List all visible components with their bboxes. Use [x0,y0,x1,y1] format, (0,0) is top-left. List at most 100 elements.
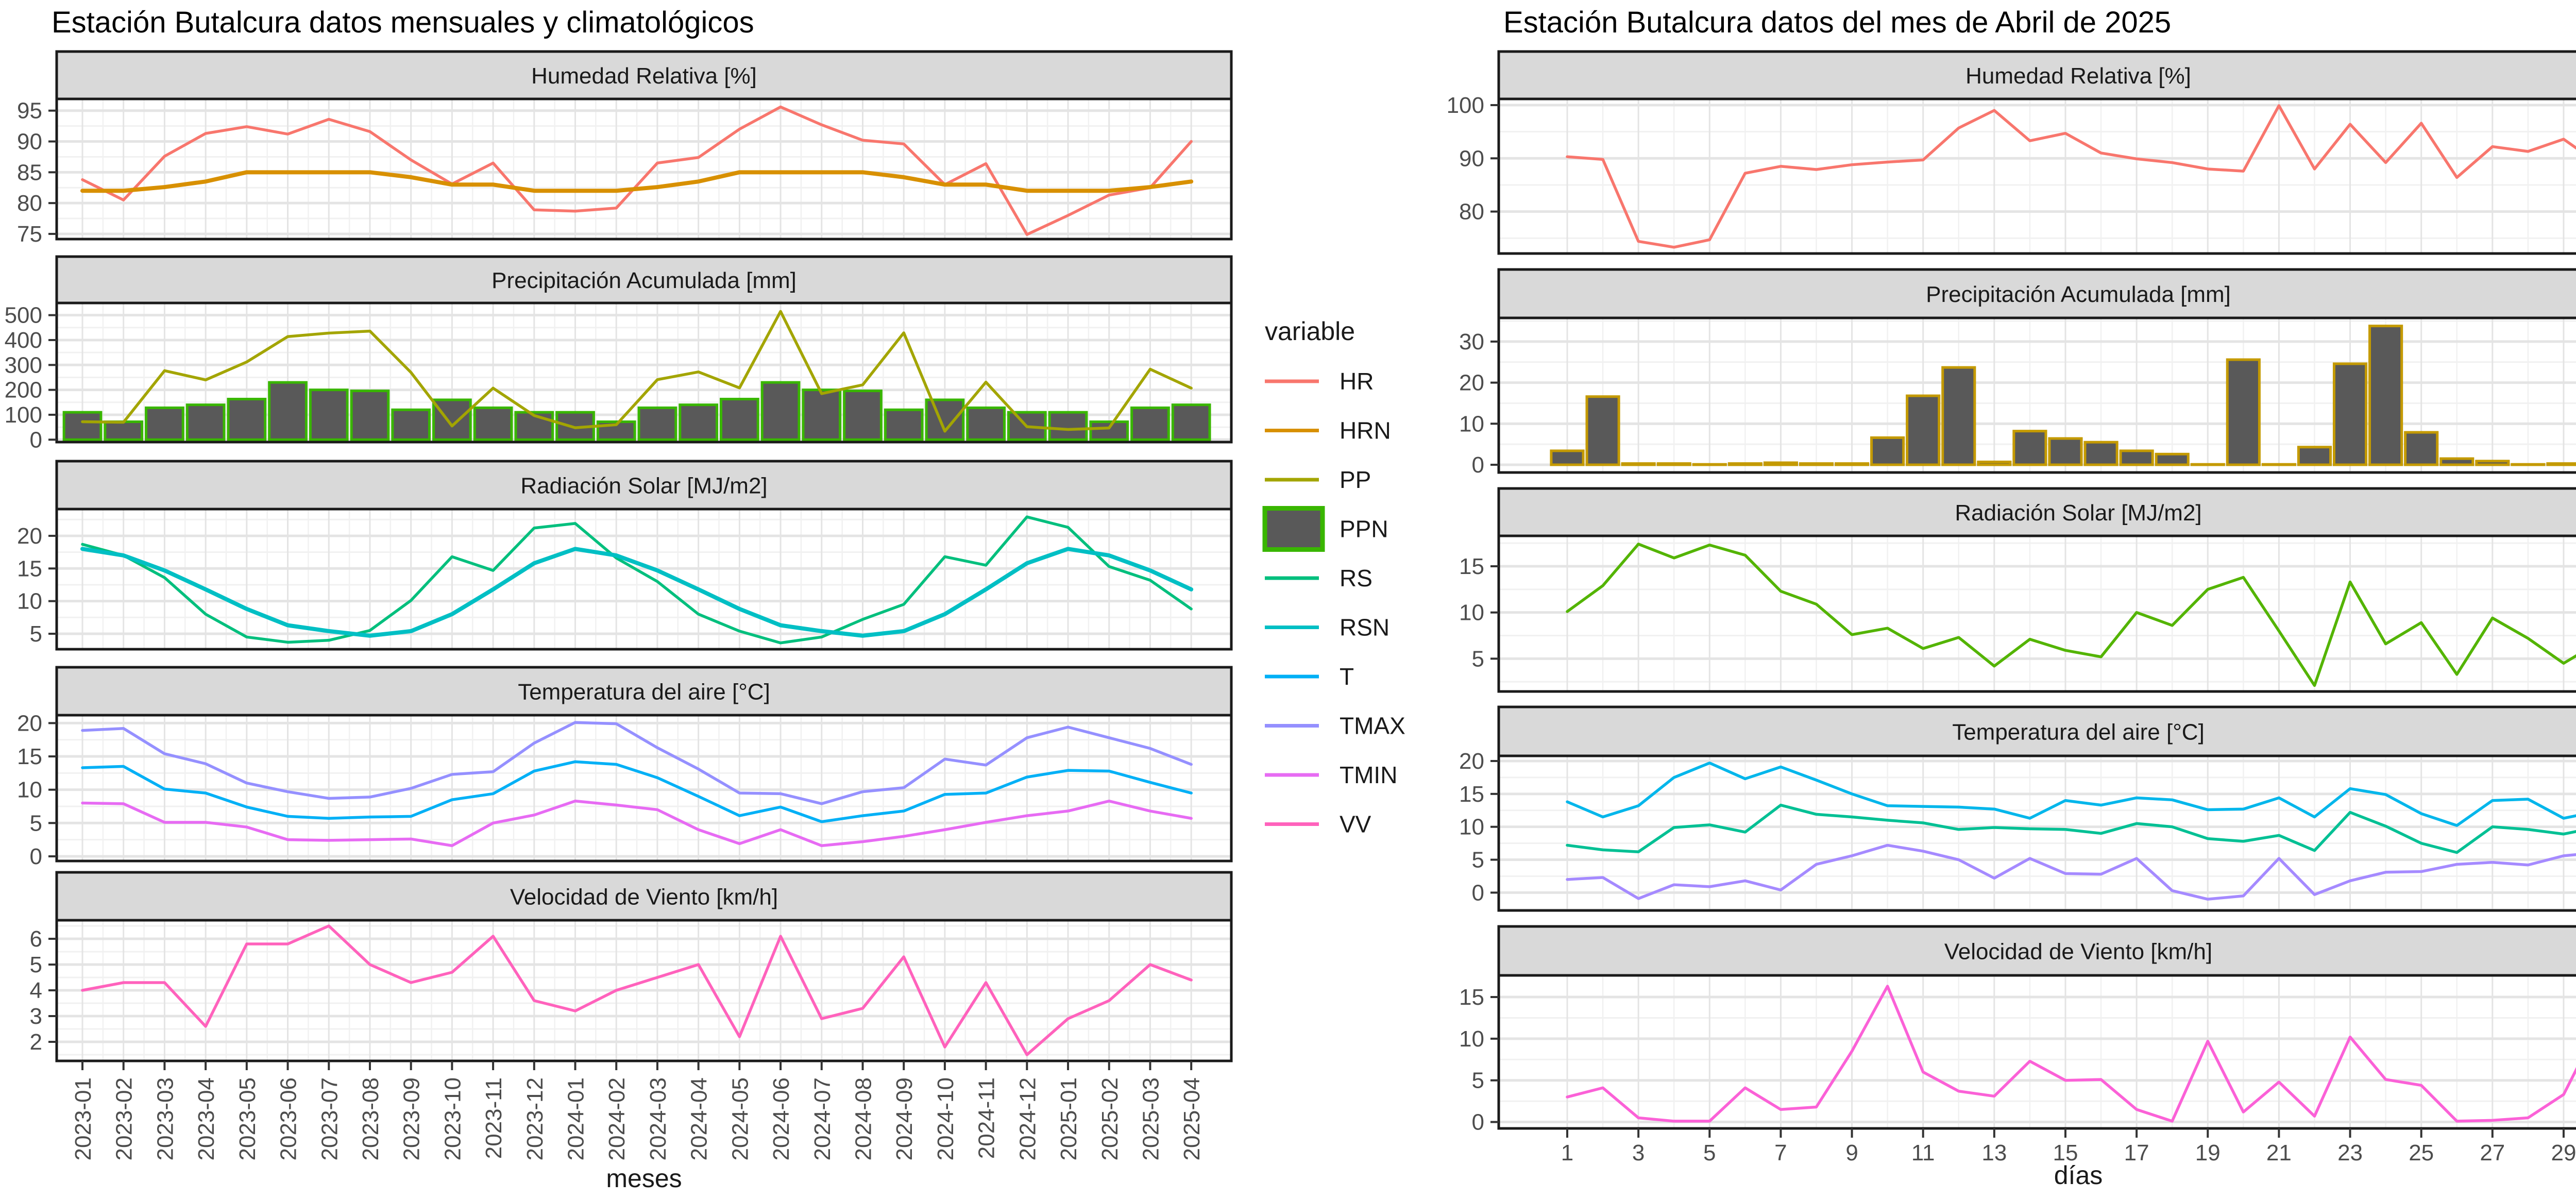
x-tick-label: 2024-07 [810,1077,835,1160]
y-tick-label: 85 [17,160,42,185]
right-chart-title: Estación Butalcura datos del mes de Abri… [1503,6,2172,39]
x-tick-label: 2024-04 [687,1077,712,1160]
y-tick-label: 0 [1472,880,1484,905]
y-tick-label: 5 [30,621,42,647]
daily-bar-PP [2048,437,2083,466]
x-tick-label: 2025-02 [1097,1077,1123,1160]
y-tick-label: 15 [17,744,42,769]
monthly-bar-PPN [760,381,801,441]
y-tick-label: 20 [1459,749,1484,774]
monthly-bar-PPN [925,398,965,441]
x-tick-label: 2024-06 [769,1077,794,1160]
y-tick-label: 15 [17,556,42,581]
daily-panel-velocidad-de-viento-km-h: Velocidad de Viento [km/h] 0 5 10 15 [1459,925,2576,1135]
legend-label-PPN: PPN [1340,516,1388,543]
panel-header-title: Precipitación Acumulada [mm] [1926,282,2231,307]
x-tick-label: 2023-03 [152,1077,178,1160]
legend-label-TMAX: TMAX [1340,713,1405,739]
y-tick-label: 400 [5,328,42,353]
x-tick-label: 2024-03 [646,1077,671,1160]
daily-line-TMAX [1566,762,2576,827]
y-tick-label: 10 [17,778,42,803]
x-tick-label: 2023-11 [481,1077,506,1159]
legend-label-HRN: HRN [1340,417,1391,444]
daily-bar-PP [2511,463,2546,466]
legend-label-T: T [1340,663,1354,690]
left-x-axis-caption: meses [606,1164,682,1193]
monthly-bar-PPN [1171,403,1211,441]
y-tick-label: 6 [30,926,42,952]
y-tick-label: 4 [30,978,42,1003]
x-tick-label: 2023-12 [522,1077,548,1160]
daily-bar-PP [2439,457,2475,466]
x-tick-label: 2024-10 [933,1077,958,1160]
x-tick-label: 2023-09 [399,1077,425,1160]
x-tick-label: 2024-12 [1015,1077,1040,1160]
x-tick-label: 2023-02 [112,1077,137,1160]
y-tick-label: 10 [1459,600,1484,626]
daily-bar-PP [1941,366,1976,466]
daily-panel-temperatura-del-aire-c: Temperatura del aire [°C] 0 5 10 15 20 [1459,705,2576,912]
monthly-bar-PPN [802,389,842,441]
monthly-line-TMAX [81,721,1193,805]
y-tick-label: 15 [1459,782,1484,807]
x-tick-label: 2023-05 [235,1077,260,1160]
daily-bar-PP [2297,446,2332,466]
daily-line-HR [1566,104,2576,249]
y-tick-label: 0 [1472,452,1484,478]
y-tick-label: 10 [17,589,42,614]
y-tick-label: 80 [1459,199,1484,225]
monthly-bar-PPN [62,411,103,441]
daily-bar-PP [2190,463,2225,466]
monthly-bar-PPN [309,389,349,441]
y-tick-label: 90 [17,129,42,155]
panel-header-title: Velocidad de Viento [km/h] [1944,939,2212,965]
x-tick-label: 2023-08 [358,1077,383,1160]
x-tick-label: 2023-07 [317,1077,342,1160]
daily-bar-PP [1906,394,1941,466]
legend-label-HR: HR [1340,368,1374,395]
panel-header [55,50,1233,100]
panel-header [55,460,1233,511]
monthly-bar-PPN [185,403,226,441]
right-x-axis-caption: días [2054,1161,2103,1190]
y-tick-label: 10 [1459,815,1484,840]
monthly-bar-PPN [145,406,184,441]
x-tick-label: 2024-08 [851,1077,876,1160]
panel-header-title: Velocidad de Viento [km/h] [510,885,778,910]
x-tick-label: 29 [2551,1140,2576,1166]
x-tick-label: 2025-04 [1179,1077,1205,1160]
daily-bar-PP [1834,462,1870,466]
panel-header [1497,925,2576,977]
x-tick-label: 2023-10 [440,1077,465,1160]
x-tick-label: 5 [1703,1140,1716,1166]
y-tick-label: 30 [1459,329,1484,354]
x-tick-label: 2024-01 [564,1077,589,1160]
monthly-line-RSN [80,547,1194,638]
x-tick-label: 23 [2337,1140,2363,1166]
daily-bar-PP [2012,430,2047,466]
y-tick-label: 20 [17,523,42,549]
y-tick-label: 75 [17,222,42,247]
y-tick-label: 5 [1472,1068,1484,1093]
monthly-bar-PPN [1089,420,1129,441]
panel-header [1497,268,2576,319]
monthly-legend: variable HR HRN PP PPN RS RSN T TMAX TMIN VV [1262,317,1405,838]
x-tick-label: 1 [1561,1140,1573,1166]
monthly-panel-temperatura-del-aire-c: Temperatura del aire [°C] 0 5 10 15 20 [17,666,1233,869]
y-tick-label: 5 [1472,646,1484,671]
monthly-line-HR [81,105,1193,236]
monthly-line-VV [81,924,1193,1056]
legend-label-VV: VV [1340,811,1371,838]
panel-header [55,255,1233,305]
daily-panel-precipitaci-n-acumulada-mm: Precipitación Acumulada [mm] 0 10 20 30 [1459,268,2576,478]
y-tick-label: 100 [1447,93,1484,118]
legend-label-TMIN: TMIN [1340,762,1397,788]
monthly-bar-PPN [1048,411,1088,441]
x-tick-label: 2025-03 [1138,1077,1163,1160]
panel-header [1497,487,2576,537]
daily-bar-PP [2083,441,2119,466]
y-tick-label: 20 [17,711,42,736]
y-tick-label: 15 [1459,985,1484,1010]
